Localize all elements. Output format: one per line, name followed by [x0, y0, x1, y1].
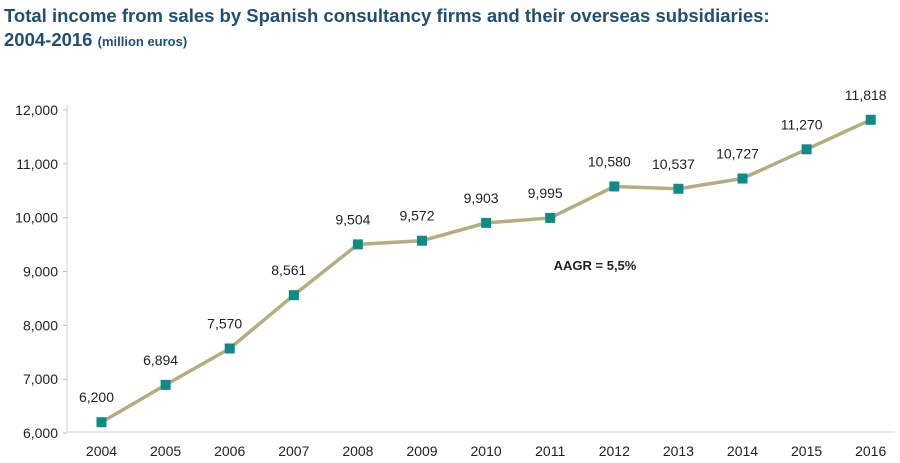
- data-marker: [609, 181, 620, 192]
- y-tick-label: 12,000: [15, 102, 58, 118]
- y-ticks: 6,000 7,000 8,000 9,000 10,000 11,000 12,000: [15, 102, 67, 441]
- x-tick-label: 2004: [86, 443, 117, 459]
- data-labels: 6,200 6,894 7,570 8,561 9,504 9,572 9,903 9,995…: [79, 87, 887, 405]
- chart-title: Total income from sales by Spanish consu…: [4, 4, 770, 54]
- data-label: 9,504: [335, 211, 370, 227]
- x-tick-label: 2012: [599, 443, 630, 459]
- x-tick-label: 2008: [342, 443, 373, 459]
- data-marker: [865, 114, 876, 125]
- data-marker: [801, 144, 812, 155]
- x-tick-label: 2013: [663, 443, 694, 459]
- y-tick-label: 9,000: [23, 264, 58, 280]
- data-marker: [673, 183, 684, 194]
- x-tick-label: 2006: [214, 443, 245, 459]
- x-tick-label: 2010: [471, 443, 502, 459]
- data-label: 6,200: [79, 389, 114, 405]
- data-marker: [96, 417, 107, 428]
- data-marker: [481, 217, 492, 228]
- data-label: 9,903: [464, 190, 499, 206]
- chart-unit: (million euros): [97, 34, 188, 49]
- x-tick-label: 2009: [406, 443, 437, 459]
- x-tick-label: 2015: [791, 443, 822, 459]
- y-tick-label: 6,000: [23, 425, 58, 441]
- data-marker: [224, 343, 235, 354]
- chart-title-line2: 2004-2016: [4, 29, 93, 50]
- data-label: 7,570: [207, 315, 242, 331]
- data-marker: [417, 235, 427, 246]
- aagr-annotation: AAGR = 5,5%: [554, 258, 637, 273]
- y-tick-label: 10,000: [15, 210, 58, 226]
- data-label: 9,572: [399, 208, 434, 224]
- data-label: 11,270: [781, 116, 823, 132]
- x-ticks: 2004 2005 2006 2007 2008 2009 2010 2011 2012 2013…: [86, 443, 887, 459]
- data-marker: [545, 212, 556, 223]
- data-label: 10,580: [588, 153, 631, 169]
- data-label: 10,537: [652, 156, 695, 172]
- x-tick-label: 2007: [278, 443, 309, 459]
- data-label: 9,995: [528, 185, 563, 201]
- series-line: [100, 118, 872, 424]
- data-markers: [96, 114, 876, 428]
- x-tick-label: 2011: [535, 443, 565, 459]
- data-marker: [352, 239, 363, 250]
- data-marker: [737, 173, 748, 184]
- data-marker: [288, 290, 299, 301]
- x-tick-label: 2014: [727, 443, 758, 459]
- x-tick-label: 2016: [855, 443, 886, 459]
- data-label: 11,818: [845, 87, 887, 103]
- chart-title-line1: Total income from sales by Spanish consu…: [4, 5, 770, 26]
- data-label: 6,894: [143, 352, 178, 368]
- data-marker: [160, 379, 171, 390]
- y-tick-label: 7,000: [23, 371, 58, 387]
- data-label: 10,727: [716, 146, 759, 162]
- y-tick-label: 11,000: [16, 156, 58, 172]
- x-tick-label: 2005: [150, 443, 181, 459]
- data-label: 8,561: [271, 262, 306, 278]
- y-tick-label: 8,000: [23, 317, 58, 333]
